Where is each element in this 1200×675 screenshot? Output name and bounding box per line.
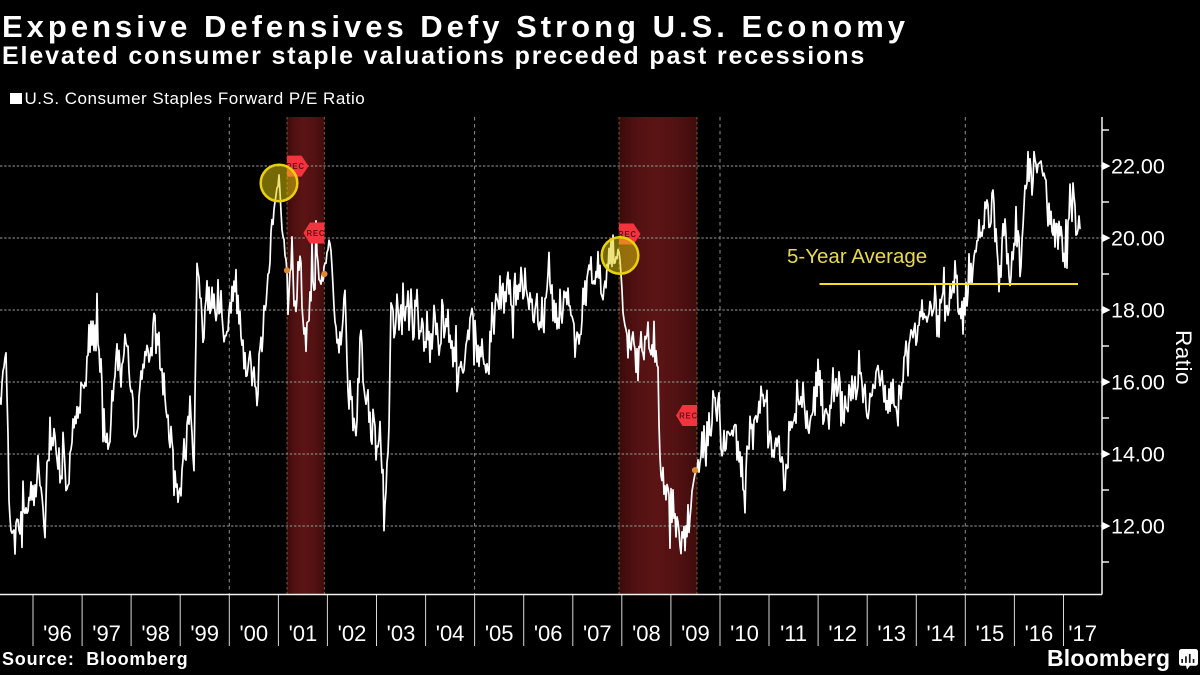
svg-text:22.00: 22.00 — [1111, 155, 1165, 179]
svg-text:Ratio: Ratio — [1171, 330, 1196, 385]
svg-text:'02: '02 — [338, 621, 367, 646]
svg-text:'10: '10 — [730, 621, 759, 646]
svg-text:'17: '17 — [1068, 621, 1097, 646]
svg-text:'14: '14 — [926, 621, 955, 646]
svg-text:18.00: 18.00 — [1111, 299, 1165, 323]
svg-text:'09: '09 — [681, 621, 710, 646]
svg-text:'15: '15 — [976, 621, 1005, 646]
svg-text:16.00: 16.00 — [1111, 371, 1165, 395]
svg-text:'96: '96 — [43, 621, 72, 646]
svg-text:'98: '98 — [141, 621, 170, 646]
svg-text:'03: '03 — [387, 621, 416, 646]
svg-text:14.00: 14.00 — [1111, 443, 1165, 467]
svg-text:'97: '97 — [92, 621, 121, 646]
svg-text:'04: '04 — [436, 621, 465, 646]
svg-text:REC: REC — [286, 162, 305, 171]
svg-text:'99: '99 — [190, 621, 219, 646]
svg-text:20.00: 20.00 — [1111, 227, 1165, 251]
svg-text:'16: '16 — [1025, 621, 1054, 646]
svg-text:REC: REC — [679, 411, 698, 420]
svg-text:'01: '01 — [289, 621, 318, 646]
svg-text:5-Year Average: 5-Year Average — [787, 245, 927, 268]
svg-text:'11: '11 — [780, 621, 807, 646]
svg-text:'08: '08 — [632, 621, 661, 646]
svg-text:'07: '07 — [583, 621, 612, 646]
svg-text:'12: '12 — [828, 621, 857, 646]
svg-text:'00: '00 — [239, 621, 268, 646]
svg-text:'05: '05 — [485, 621, 514, 646]
svg-text:REC: REC — [618, 230, 637, 239]
svg-text:12.00: 12.00 — [1111, 515, 1165, 539]
svg-text:'06: '06 — [534, 621, 563, 646]
svg-text:REC: REC — [307, 229, 326, 238]
svg-text:'13: '13 — [877, 621, 906, 646]
